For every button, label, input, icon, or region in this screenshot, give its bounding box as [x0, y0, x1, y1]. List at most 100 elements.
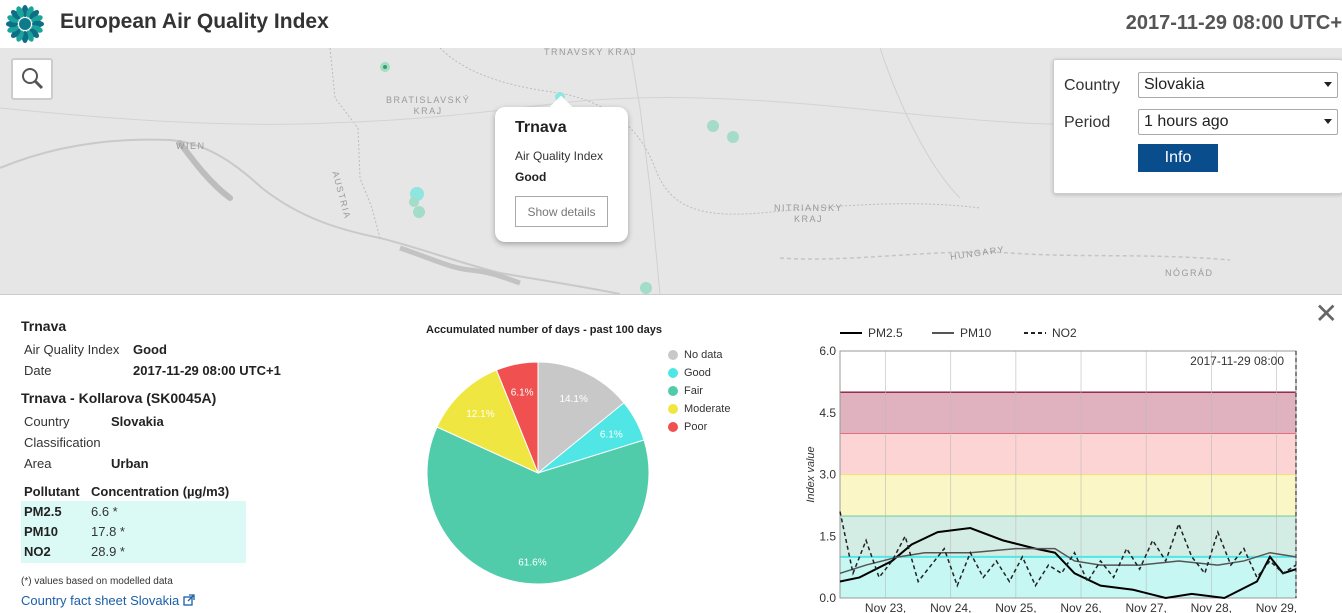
- pie-chart-title: Accumulated number of days - past 100 da…: [426, 324, 662, 336]
- city-title: Trnava: [21, 318, 67, 334]
- map-label-bratislavsky: BRATISLAVSKÝ KRAJ: [386, 95, 471, 116]
- date-value: 2017-11-29 08:00 UTC+1: [133, 363, 281, 378]
- pollutant-header: Pollutant: [24, 484, 80, 499]
- legend-label: Good: [684, 367, 711, 379]
- pie-data-label: 14.1%: [560, 394, 588, 405]
- pie-legend-item[interactable]: Moderate: [668, 400, 730, 418]
- y-tick-label: 3.0: [819, 468, 836, 482]
- map-view[interactable]: TRNAVSKÝ KRAJ BRATISLAVSKÝ KRAJ WIEN AUST…: [0, 48, 1342, 294]
- info-button[interactable]: Info: [1138, 144, 1218, 172]
- current-datetime: 2017-11-29 08:00 UTC+: [1125, 12, 1342, 34]
- x-tick-label: Nov 24,: [930, 601, 971, 613]
- app-title: European Air Quality Index: [60, 10, 329, 33]
- country-label: Country: [24, 414, 70, 429]
- popup-aqi-label: Air Quality Index: [515, 149, 604, 163]
- aqi-band: [840, 392, 1296, 434]
- map-search-button[interactable]: [11, 58, 53, 100]
- external-link-icon: [183, 594, 195, 606]
- aqi-band: [840, 474, 1296, 516]
- plot-frame: [839, 350, 1297, 599]
- country-value: Slovakia: [111, 414, 164, 429]
- app-header: European Air Quality Index 2017-11-29 08…: [0, 0, 1342, 48]
- legend-swatch: [668, 350, 678, 360]
- legend-label: Moderate: [684, 403, 731, 415]
- legend-label: No data: [684, 349, 723, 361]
- modelled-data-footnote: (*) values based on modelled data: [21, 576, 173, 587]
- legend-label[interactable]: PM2.5: [868, 326, 903, 340]
- legend-swatch: [668, 386, 678, 396]
- series-line-pm10: [839, 547, 1297, 575]
- station-marker: [707, 120, 719, 132]
- period-select[interactable]: 1 hours ago: [1138, 109, 1338, 135]
- search-icon: [22, 68, 44, 90]
- legend-label[interactable]: PM10: [960, 326, 992, 340]
- station-marker: [409, 197, 419, 207]
- aqi-label: Air Quality Index: [24, 342, 120, 357]
- station-title: Trnava - Kollarova (SK0045A): [21, 390, 217, 406]
- pollutant-value: 17.8 *: [91, 524, 125, 539]
- legend-swatch: [668, 422, 678, 432]
- x-tick-label: Nov 23,: [865, 601, 906, 613]
- map-label-trnavsky: TRNAVSKÝ KRAJ: [544, 48, 637, 57]
- pie-slice-moderate: [436, 369, 539, 474]
- chevron-down-icon: [1324, 82, 1332, 87]
- pie-legend-item[interactable]: Poor: [668, 418, 730, 436]
- concentration-header: Concentration (µg/m3): [91, 484, 230, 499]
- map-label-wien: WIEN: [176, 141, 206, 151]
- country-fact-sheet-link[interactable]: Country fact sheet Slovakia: [21, 593, 195, 608]
- station-marker: [727, 131, 739, 143]
- close-icon[interactable]: ✕: [1314, 298, 1338, 329]
- legend-label: Poor: [684, 421, 708, 433]
- pollutant-table: PM2.5 6.6 * PM10 17.8 * NO2 28.9 *: [21, 501, 246, 563]
- x-tick-label: Nov 27,: [1125, 601, 1166, 613]
- pollutant-value: 28.9 *: [91, 544, 125, 559]
- popup-aqi-value: Good: [515, 170, 547, 184]
- legend-label: Fair: [684, 385, 703, 397]
- pie-chart: 14.1% 6.1% 61.6% 12.1% 6.1%: [426, 361, 650, 585]
- pie-data-label: 61.6%: [518, 558, 546, 569]
- eea-logo-icon: [6, 5, 44, 43]
- series-line-no2: [839, 511, 1297, 588]
- classification-label: Classification: [24, 435, 101, 450]
- current-time-label: 2017-11-29 08:00: [1190, 354, 1284, 368]
- pie-legend-item[interactable]: Fair: [668, 382, 730, 400]
- x-tick-label: Nov 29,: [1256, 601, 1297, 613]
- line-chart: Nov 23, Nov 24, Nov 25, Nov 26, Nov 27, Nov 2…: [805, 326, 1297, 613]
- period-label: Period: [1064, 114, 1111, 131]
- aqi-band: [840, 515, 1296, 557]
- aqi-band: [840, 433, 1296, 475]
- area-label: Area: [24, 456, 52, 471]
- chevron-down-icon: [1324, 119, 1332, 124]
- x-tick-label: Nov 25,: [995, 601, 1036, 613]
- y-axis-label: Index value: [805, 446, 817, 502]
- x-tick-label: Nov 28,: [1191, 601, 1232, 613]
- legend-swatch: [668, 368, 678, 378]
- pollutant-name: PM10: [24, 524, 58, 539]
- pollutant-value: 6.6 *: [91, 504, 118, 519]
- series-line-pm25: [839, 526, 1297, 600]
- pie-legend: No data Good Fair Moderate Poor: [668, 346, 730, 436]
- pie-data-label: 6.1%: [511, 387, 534, 398]
- y-tick-label: 1.5: [819, 529, 836, 543]
- y-tick-label: 4.5: [819, 406, 836, 420]
- station-popup: Trnava Air Quality Index Good Show detai…: [495, 95, 628, 242]
- pie-slice-fair: [426, 426, 650, 585]
- aqi-value: Good: [133, 342, 167, 357]
- area-value: Urban: [111, 456, 149, 471]
- control-panel: Country Slovakia Period 1 hours ago Info: [1053, 59, 1342, 194]
- pie-legend-item[interactable]: Good: [668, 364, 730, 382]
- show-details-button[interactable]: Show details: [515, 196, 608, 227]
- pie-legend-item[interactable]: No data: [668, 346, 730, 364]
- pollutant-name: PM2.5: [24, 504, 62, 519]
- station-detail-panel: ✕ Trnava Air Quality Index Good Date 201…: [0, 294, 1342, 613]
- pie-slice-no-data: [537, 361, 625, 475]
- country-select[interactable]: Slovakia: [1138, 72, 1338, 98]
- pollutant-name: NO2: [24, 544, 51, 559]
- pie-slice-poor: [495, 361, 539, 474]
- x-tick-label: Nov 26,: [1060, 601, 1101, 613]
- pie-data-label: 12.1%: [466, 409, 494, 420]
- country-label: Country: [1064, 77, 1121, 94]
- legend-label[interactable]: NO2: [1052, 326, 1077, 340]
- date-label: Date: [24, 363, 52, 378]
- map-label-nitriansky: NITRIANSKY KRAJ: [774, 203, 844, 224]
